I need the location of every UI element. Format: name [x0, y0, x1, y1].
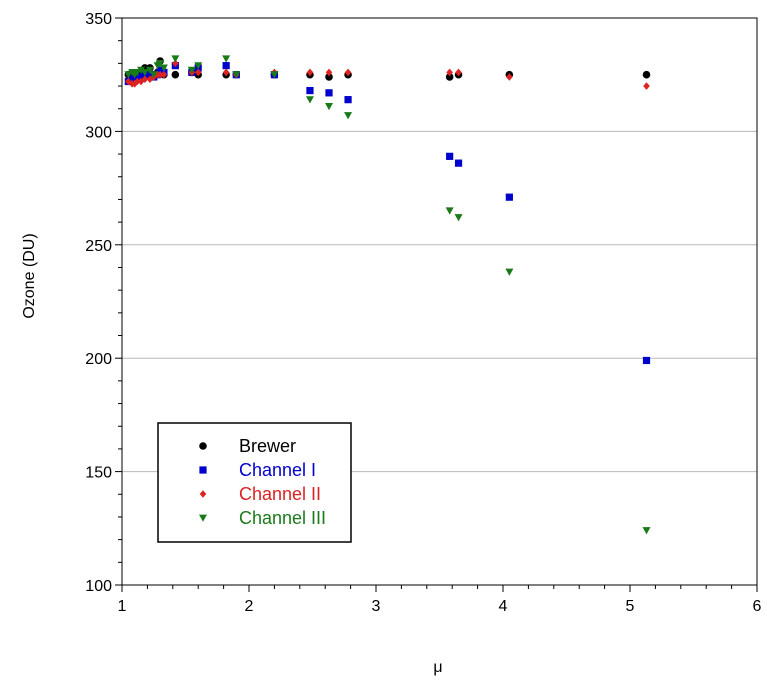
gridlines	[122, 130, 757, 473]
y-tick-label: 100	[85, 578, 112, 595]
data-point	[160, 70, 168, 79]
data-point	[222, 68, 230, 77]
data-point	[306, 68, 314, 77]
data-point	[270, 71, 279, 79]
legend-entry: Channel III	[199, 508, 326, 528]
data-point	[156, 59, 165, 68]
data-point	[187, 66, 196, 74]
data-point	[344, 96, 352, 104]
data-point	[140, 69, 149, 77]
data-point	[137, 66, 146, 74]
y-tick-label: 150	[85, 465, 112, 482]
x-tick-label: 6	[753, 598, 762, 615]
data-point	[305, 96, 314, 104]
legend-marker	[199, 490, 207, 498]
data-point	[172, 59, 179, 68]
series-channel-i	[124, 62, 651, 365]
data-point	[149, 71, 158, 79]
data-point	[325, 89, 333, 97]
legend-entry: Channel II	[199, 484, 321, 504]
data-point	[124, 71, 133, 79]
x-tick-label: 4	[499, 598, 508, 615]
data-point	[232, 71, 241, 79]
data-point	[344, 112, 353, 120]
y-tick-label: 350	[85, 11, 112, 28]
legend-entry: Channel I	[199, 460, 316, 480]
data-point	[505, 193, 513, 201]
data-point	[222, 55, 231, 63]
legend-label: Brewer	[239, 436, 296, 456]
x-axis-title: μ	[433, 659, 442, 676]
data-point	[454, 159, 463, 167]
series-brewer	[124, 57, 651, 81]
legend-label: Channel II	[239, 484, 321, 504]
legend: Brewer Channel I Channel II Channel III	[157, 422, 352, 543]
legend-box	[157, 422, 352, 543]
data-point	[194, 68, 202, 77]
legend-marker	[199, 466, 207, 474]
data-points	[124, 55, 651, 535]
legend-entry: Brewer	[199, 436, 296, 456]
data-point	[455, 68, 462, 77]
data-point	[133, 77, 141, 86]
data-point	[643, 82, 650, 90]
data-point	[156, 66, 164, 74]
tick-labels: 100 150 200 250 300 350 1 2 3 4 5 6	[85, 11, 761, 615]
legend-marker	[199, 514, 207, 522]
data-point	[642, 527, 651, 535]
legend-marker	[199, 442, 207, 450]
data-point	[506, 73, 513, 81]
data-point	[642, 70, 651, 79]
data-point	[131, 79, 138, 88]
x-tick-label: 1	[118, 598, 127, 615]
x-tick-label: 2	[245, 598, 254, 615]
data-point	[325, 103, 334, 111]
data-point	[171, 55, 180, 63]
data-point	[156, 70, 164, 79]
series-channel-ii	[125, 59, 650, 90]
data-point	[445, 207, 454, 215]
series-channel-iii	[124, 55, 651, 535]
y-axis-title: Ozone (DU)	[21, 233, 38, 318]
data-point	[137, 77, 145, 86]
data-point	[325, 68, 333, 77]
x-tick-label: 3	[372, 598, 381, 615]
data-point	[505, 268, 514, 276]
data-point	[222, 62, 230, 70]
data-point	[454, 214, 463, 222]
data-point	[445, 73, 454, 81]
data-point	[171, 70, 180, 79]
data-point	[145, 66, 154, 74]
axis-ticks	[115, 17, 758, 592]
data-point	[194, 62, 203, 70]
data-point	[446, 68, 453, 77]
data-point	[344, 68, 352, 77]
y-tick-label: 300	[85, 124, 112, 141]
data-point	[133, 69, 142, 77]
y-tick-label: 200	[85, 351, 112, 368]
plot-frame	[121, 17, 758, 586]
legend-label: Channel III	[239, 508, 326, 528]
data-point	[141, 75, 149, 84]
data-point	[159, 64, 168, 72]
y-tick-label: 250	[85, 238, 112, 255]
x-tick-label: 5	[626, 598, 635, 615]
legend-label: Channel I	[239, 460, 316, 480]
data-point	[642, 356, 651, 365]
data-point	[137, 73, 145, 81]
data-point	[146, 71, 154, 79]
data-point	[306, 86, 314, 95]
data-point	[325, 73, 333, 81]
data-point	[446, 152, 454, 160]
